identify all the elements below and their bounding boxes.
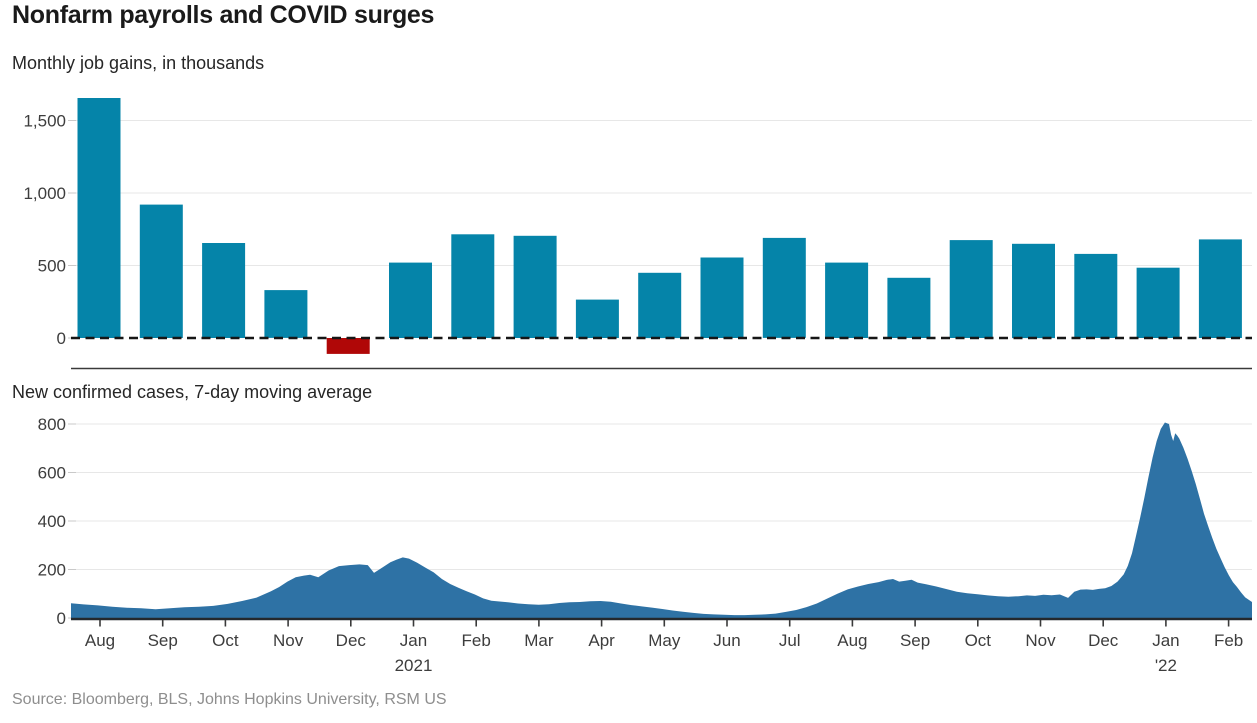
cases-month-label: Aug xyxy=(85,631,115,650)
payrolls-bar-jun-2021 xyxy=(700,257,744,338)
payrolls-bar-may-2021 xyxy=(638,272,682,339)
cases-year-label: '22 xyxy=(1155,656,1177,675)
chart-title: Nonfarm payrolls and COVID surges xyxy=(12,1,435,29)
payrolls-bar-jan-2022 xyxy=(1136,267,1180,338)
payrolls-bar-jan-2021 xyxy=(389,262,432,338)
payrolls-bar-aug-2020 xyxy=(77,98,121,338)
payrolls-bar-oct-2020 xyxy=(202,243,246,338)
cases-month-label: Oct xyxy=(212,631,239,650)
cases-month-label: Jun xyxy=(713,631,740,650)
cases-month-label: Jan xyxy=(1152,631,1179,650)
payrolls-bar-sep-2020 xyxy=(139,204,183,338)
cases-area xyxy=(71,422,1252,618)
cases-ytick-label: 800 xyxy=(38,415,66,434)
cases-ytick-label: 200 xyxy=(38,561,66,580)
cases-month-label: Oct xyxy=(965,631,992,650)
cases-month-label: Dec xyxy=(1088,631,1119,650)
cases-ytick-label: 0 xyxy=(57,609,66,628)
payrolls-bar-jul-2021 xyxy=(762,237,806,338)
cases-month-label: May xyxy=(648,631,681,650)
payrolls-bar-feb-2021 xyxy=(451,234,495,338)
payrolls-ytick-label: 500 xyxy=(38,257,66,276)
payrolls-ytick-label: 1,000 xyxy=(23,184,66,203)
payrolls-bar-oct-2021 xyxy=(949,240,993,338)
cases-subtitle: New confirmed cases, 7-day moving averag… xyxy=(12,382,373,402)
payrolls-ytick-label: 1,500 xyxy=(23,112,66,131)
source-line: Source: Bloomberg, BLS, Johns Hopkins Un… xyxy=(12,691,447,708)
cases-ytick-label: 400 xyxy=(38,512,66,531)
cases-year-label: 2021 xyxy=(395,656,433,675)
cases-ytick-label: 600 xyxy=(38,464,66,483)
cases-month-label: Jan xyxy=(400,631,427,650)
payrolls-bar-dec-2020 xyxy=(326,338,370,354)
payrolls-bar-nov-2021 xyxy=(1012,243,1055,339)
payrolls-bar-aug-2021 xyxy=(825,262,869,338)
cases-month-label: Sep xyxy=(148,631,178,650)
cases-month-label: Mar xyxy=(524,631,554,650)
cases-month-label: Nov xyxy=(273,631,304,650)
cases-month-label: Nov xyxy=(1025,631,1056,650)
payrolls-bar-sep-2021 xyxy=(887,277,931,338)
payrolls-bar-dec-2021 xyxy=(1074,253,1118,338)
cases-month-label: Feb xyxy=(1214,631,1243,650)
payrolls-bar-apr-2021 xyxy=(575,299,619,338)
cases-month-label: Sep xyxy=(900,631,930,650)
cases-month-label: Apr xyxy=(588,631,615,650)
payrolls-bar-mar-2021 xyxy=(513,235,557,338)
cases-month-label: Aug xyxy=(837,631,867,650)
cases-month-label: Feb xyxy=(462,631,491,650)
payrolls-ytick-label: 0 xyxy=(57,329,66,348)
cases-month-label: Jul xyxy=(779,631,801,650)
cases-month-label: Dec xyxy=(336,631,367,650)
payrolls-bar-nov-2020 xyxy=(264,290,308,338)
payrolls-subtitle: Monthly job gains, in thousands xyxy=(12,53,265,73)
payrolls-bar-feb-2022 xyxy=(1198,239,1242,338)
